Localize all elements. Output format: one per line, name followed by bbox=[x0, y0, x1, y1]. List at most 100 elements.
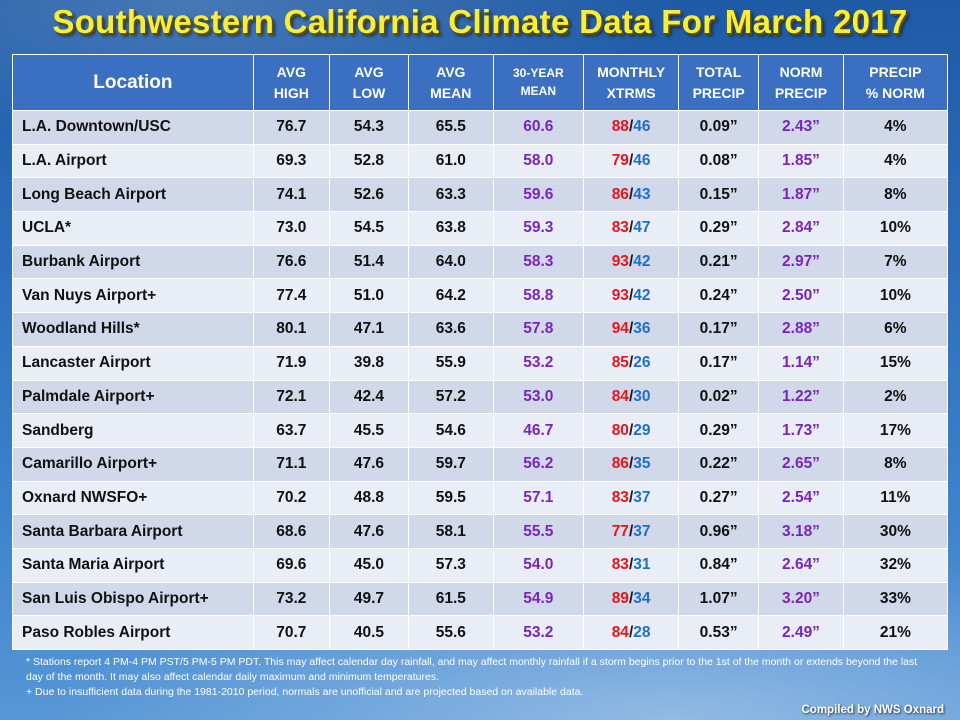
norm-precip-cell: 2.54” bbox=[758, 480, 844, 516]
avg-low-cell: 52.8 bbox=[328, 143, 410, 179]
norm-precip-cell: 2.88” bbox=[758, 312, 844, 347]
avg-mean-cell: 63.3 bbox=[408, 177, 494, 213]
header-location: Location bbox=[12, 54, 254, 111]
header-avg-mean: AVG MEAN bbox=[408, 54, 494, 111]
norm-precip-cell: 3.18” bbox=[758, 514, 844, 549]
location-cell: Palmdale Airport+ bbox=[12, 379, 254, 415]
extreme-separator: / bbox=[628, 455, 634, 473]
norm-precip-cell: 1.73” bbox=[758, 413, 844, 448]
monthly-extremes-cell: 89/34 bbox=[583, 581, 680, 617]
header-total-precip-l1: TOTAL bbox=[695, 64, 742, 81]
table-row: Paso Robles Airport 70.7 40.5 55.6 53.2 84/28… bbox=[12, 615, 949, 650]
thirty-year-mean-cell: 57.1 bbox=[492, 480, 585, 516]
total-precip-cell: 0.17” bbox=[678, 345, 760, 381]
thirty-year-mean-cell: 60.6 bbox=[492, 110, 585, 145]
total-precip-cell: 0.53” bbox=[678, 615, 760, 650]
precip-pct-norm-cell: 21% bbox=[842, 615, 949, 650]
extreme-low-value: 29 bbox=[633, 421, 651, 439]
norm-precip-cell: 2.43” bbox=[758, 110, 844, 145]
extreme-low-value: 35 bbox=[633, 455, 651, 473]
extreme-high-value: 86 bbox=[611, 455, 629, 473]
avg-low-cell: 51.0 bbox=[328, 278, 410, 314]
total-precip-cell: 0.15” bbox=[678, 177, 760, 213]
monthly-extremes-cell: 77/37 bbox=[583, 514, 680, 549]
table-row: Woodland Hills* 80.1 47.1 63.6 57.8 94/36 0.17… bbox=[12, 312, 949, 347]
location-cell: Oxnard NWSFO+ bbox=[12, 480, 254, 516]
thirty-year-mean-cell: 57.8 bbox=[492, 312, 585, 347]
norm-precip-cell: 1.85” bbox=[758, 143, 844, 179]
extreme-separator: / bbox=[628, 387, 634, 405]
thirty-year-mean-cell: 54.9 bbox=[492, 581, 585, 617]
extreme-high-value: 85 bbox=[611, 354, 629, 372]
thirty-year-mean-cell: 58.8 bbox=[492, 278, 585, 314]
extreme-separator: / bbox=[628, 522, 634, 540]
avg-high-cell: 72.1 bbox=[252, 379, 330, 415]
avg-high-cell: 63.7 bbox=[252, 413, 330, 448]
avg-low-cell: 48.8 bbox=[328, 480, 410, 516]
avg-mean-cell: 57.3 bbox=[408, 547, 494, 583]
extreme-separator: / bbox=[628, 556, 634, 574]
table-row: Santa Barbara Airport 68.6 47.6 58.1 55.5 77/… bbox=[12, 514, 949, 549]
table-row: Santa Maria Airport 69.6 45.0 57.3 54.0 83/31… bbox=[12, 547, 949, 583]
extreme-high-value: 83 bbox=[611, 488, 629, 506]
avg-low-cell: 54.3 bbox=[328, 110, 410, 145]
total-precip-cell: 0.27” bbox=[678, 480, 760, 516]
extreme-low-value: 28 bbox=[633, 623, 651, 641]
extreme-separator: / bbox=[628, 421, 634, 439]
header-norm-precip-l2: PRECIP bbox=[774, 84, 828, 101]
thirty-year-mean-cell: 53.2 bbox=[492, 345, 585, 381]
avg-high-cell: 74.1 bbox=[252, 177, 330, 213]
extreme-separator: / bbox=[628, 185, 634, 203]
avg-high-cell: 70.7 bbox=[252, 615, 330, 650]
thirty-year-mean-cell: 58.0 bbox=[492, 143, 585, 179]
extreme-low-value: 46 bbox=[633, 118, 651, 136]
norm-precip-cell: 2.97” bbox=[758, 244, 844, 280]
thirty-year-mean-cell: 53.2 bbox=[492, 615, 585, 650]
header-30-year-mean-l1: 30-YEAR bbox=[512, 66, 564, 81]
avg-low-cell: 49.7 bbox=[328, 581, 410, 617]
precip-pct-norm-cell: 30% bbox=[842, 514, 949, 549]
header-precip-pct-norm-l1: PRECIP bbox=[869, 64, 922, 81]
header-monthly-extremes-l1: MONTHLY bbox=[597, 64, 666, 81]
location-cell: Camarillo Airport+ bbox=[12, 446, 254, 482]
extreme-high-value: 93 bbox=[611, 286, 629, 304]
monthly-extremes-cell: 83/31 bbox=[583, 547, 680, 583]
avg-mean-cell: 59.7 bbox=[408, 446, 494, 482]
location-cell: Woodland Hills* bbox=[12, 312, 254, 347]
precip-pct-norm-cell: 7% bbox=[842, 244, 949, 280]
footnote-stations: * Stations report 4 PM-4 PM PST/5 PM-5 P… bbox=[26, 656, 918, 683]
norm-precip-cell: 2.65” bbox=[758, 446, 844, 482]
header-total-precip-l2: PRECIP bbox=[692, 84, 745, 101]
precip-pct-norm-cell: 32% bbox=[842, 547, 949, 583]
avg-mean-cell: 61.5 bbox=[408, 581, 494, 617]
thirty-year-mean-cell: 59.6 bbox=[492, 177, 585, 213]
location-cell: Burbank Airport bbox=[12, 244, 254, 280]
footnotes: * Stations report 4 PM-4 PM PST/5 PM-5 P… bbox=[26, 655, 931, 700]
avg-high-cell: 73.0 bbox=[252, 211, 330, 246]
avg-mean-cell: 61.0 bbox=[408, 143, 494, 179]
avg-mean-cell: 55.6 bbox=[408, 615, 494, 650]
avg-low-cell: 42.4 bbox=[328, 379, 410, 415]
table-row: Sandberg 63.7 45.5 54.6 46.7 80/29 0.29” 1.73” 1… bbox=[12, 413, 949, 448]
avg-low-cell: 45.5 bbox=[328, 413, 410, 448]
monthly-extremes-cell: 80/29 bbox=[583, 413, 680, 448]
total-precip-cell: 0.08” bbox=[678, 143, 760, 179]
table-row: Camarillo Airport+ 71.1 47.6 59.7 56.2 86/35 0… bbox=[12, 446, 949, 482]
location-cell: L.A. Downtown/USC bbox=[12, 110, 254, 145]
location-cell: Lancaster Airport bbox=[12, 345, 254, 381]
page-title: Southwestern California Climate Data For… bbox=[52, 3, 908, 40]
extreme-separator: / bbox=[628, 320, 634, 338]
avg-high-cell: 69.3 bbox=[252, 143, 330, 179]
monthly-extremes-cell: 84/28 bbox=[583, 615, 680, 650]
monthly-extremes-cell: 85/26 bbox=[583, 345, 680, 381]
header-precip-pct-norm: PRECIP % NORM bbox=[842, 54, 949, 111]
header-avg-high: AVG HIGH bbox=[252, 54, 330, 111]
total-precip-cell: 0.21” bbox=[678, 244, 760, 280]
total-precip-cell: 0.24” bbox=[678, 278, 760, 314]
header-total-precip: TOTAL PRECIP bbox=[678, 54, 760, 111]
precip-pct-norm-cell: 11% bbox=[842, 480, 949, 516]
header-30-year-mean-l2: MEAN bbox=[520, 83, 556, 98]
avg-high-cell: 77.4 bbox=[252, 278, 330, 314]
total-precip-cell: 0.02” bbox=[678, 379, 760, 415]
header-monthly-extremes-l2: XTRMS bbox=[606, 84, 656, 101]
